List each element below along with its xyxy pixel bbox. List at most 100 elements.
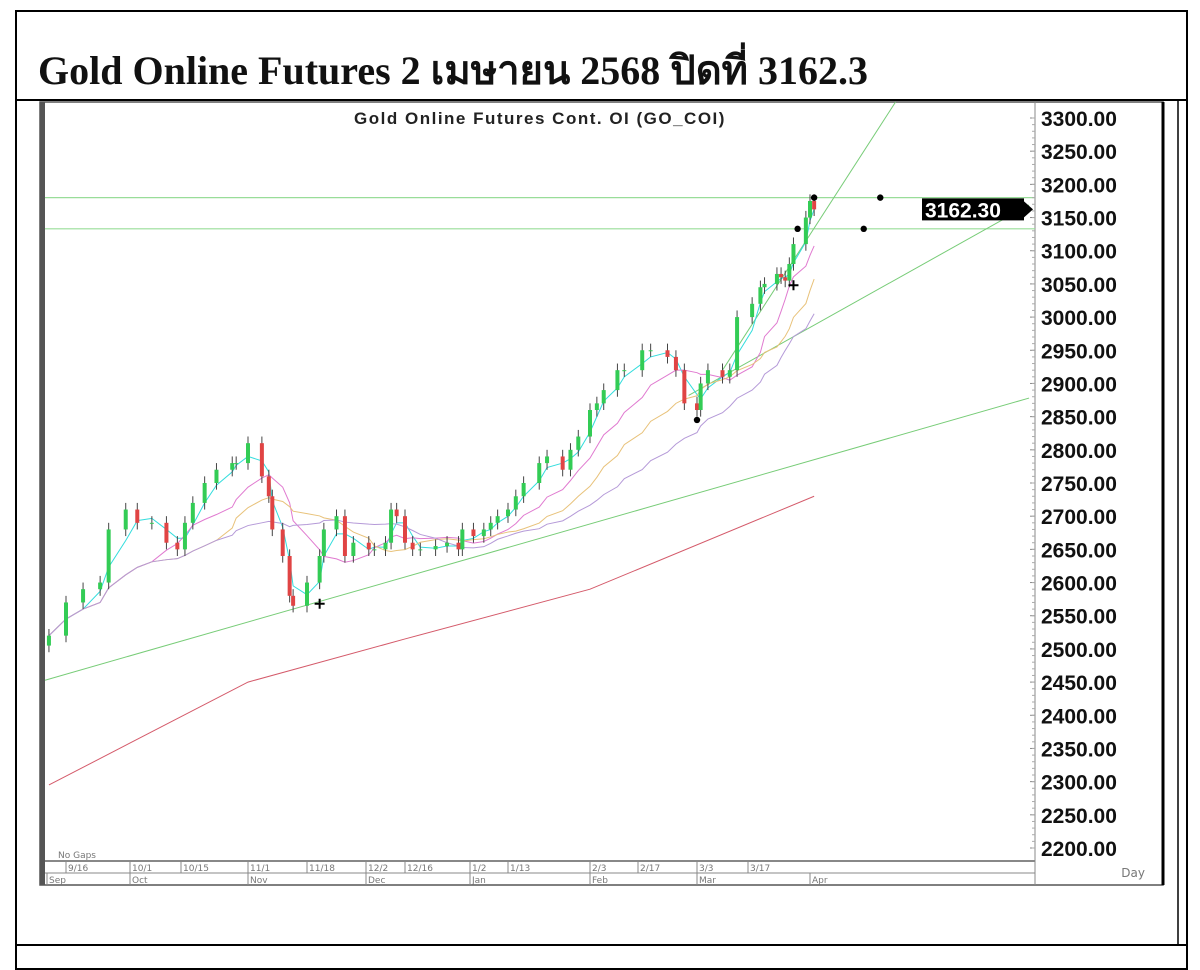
candle-body <box>460 529 465 550</box>
candle-body <box>682 370 687 404</box>
y-axis: 3300.00 3250.00 3200.00 3150.00 3100.00 3050.… <box>922 108 1117 861</box>
candle-body <box>342 516 347 556</box>
candle-body <box>270 496 275 530</box>
x-tick-label: 1/13 <box>510 864 530 874</box>
candle-body <box>81 589 86 603</box>
candle-body <box>727 370 732 377</box>
candle-body <box>403 516 407 543</box>
candle-body <box>291 595 296 606</box>
x-tick-label: 11/1 <box>250 864 270 874</box>
y-tick-label: 3000.00 <box>1041 307 1117 330</box>
candle-body <box>673 356 678 371</box>
candle-body <box>488 522 493 530</box>
y-tick-label: 2500.00 <box>1041 639 1117 662</box>
candle-body <box>334 516 339 530</box>
candle-body <box>471 529 476 537</box>
candle-body <box>456 542 461 550</box>
month-label: Sep <box>49 876 66 886</box>
candle-body <box>779 273 784 278</box>
candle-body <box>230 463 235 470</box>
candle-body <box>164 522 169 543</box>
candle-body <box>791 244 796 264</box>
candle-body <box>735 317 740 371</box>
y-tick-label: 3150.00 <box>1041 208 1117 231</box>
y-tick-label: 2750.00 <box>1041 473 1117 496</box>
candle-body <box>665 350 670 357</box>
candle-body <box>202 483 207 503</box>
x-tick-label: 2/3 <box>592 864 606 874</box>
candle-body <box>175 542 180 550</box>
marker-dot <box>877 194 884 201</box>
trendline <box>722 101 896 371</box>
y-tick-label: 2350.00 <box>1041 738 1117 761</box>
candle-body <box>774 273 779 284</box>
candle-body <box>259 443 264 477</box>
y-tick-label: 2450.00 <box>1041 672 1117 695</box>
x-tick-label: 3/3 <box>699 864 713 874</box>
y-tick-label: 2800.00 <box>1041 440 1117 463</box>
candle-body <box>372 549 377 551</box>
candle-body <box>190 502 195 523</box>
month-label: Dec <box>368 876 385 886</box>
gaps-note: No Gaps <box>58 851 96 861</box>
y-tick-label: 3100.00 <box>1041 241 1117 264</box>
candle-body <box>317 556 322 583</box>
y-tick-label: 2250.00 <box>1041 805 1117 828</box>
candle-body <box>389 509 394 543</box>
candle-body <box>64 602 68 636</box>
y-tick-label: 2550.00 <box>1041 606 1117 629</box>
x-tick-label: 11/18 <box>309 864 335 874</box>
candle-body <box>280 529 285 556</box>
candle-body <box>648 350 653 352</box>
y-tick-label: 2400.00 <box>1041 705 1117 728</box>
candle-body <box>46 635 51 646</box>
page-title: Gold Online Futures 2 เมษายน 2568 ปิดที่… <box>38 48 869 93</box>
plot-area <box>44 101 1035 786</box>
candle-body <box>758 287 763 304</box>
candle-body <box>214 469 219 483</box>
candle-body <box>495 516 500 523</box>
x-tick-label: 10/1 <box>132 864 152 874</box>
y-tick-label: 3300.00 <box>1041 108 1117 131</box>
candle-body <box>812 200 817 210</box>
y-tick-label: 2300.00 <box>1041 772 1117 795</box>
month-label: Feb <box>592 876 608 886</box>
candle-body <box>266 476 271 497</box>
candle-body <box>351 542 356 556</box>
last-price-pointer <box>1024 201 1033 218</box>
candle-body <box>106 529 111 583</box>
candle-body <box>622 370 627 372</box>
periodicity-label: Day <box>1121 866 1145 880</box>
candle-body <box>705 370 710 384</box>
x-tick-label: 9/16 <box>68 864 88 874</box>
candle-body <box>234 463 239 465</box>
candle-body <box>366 542 371 550</box>
y-tick-label: 3200.00 <box>1041 174 1117 197</box>
candle-body <box>750 303 755 318</box>
x-tick-label: 1/2 <box>472 864 486 874</box>
y-tick-label: 3050.00 <box>1041 274 1117 297</box>
candle-body <box>394 509 399 517</box>
candle-body <box>783 277 788 281</box>
candle-body <box>762 283 767 288</box>
candle-body <box>803 217 808 245</box>
long-moving-average-line <box>48 495 815 786</box>
month-label: Apr <box>812 876 828 886</box>
chart-image-frame <box>39 101 1164 886</box>
candle-body <box>246 443 250 464</box>
last-price-label: 3162.30 <box>925 199 1001 222</box>
x-tick-label: 12/2 <box>368 864 388 874</box>
marker-cross <box>314 598 325 609</box>
y-tick-label: 2650.00 <box>1041 539 1117 562</box>
y-tick-label: 2700.00 <box>1041 506 1117 529</box>
y-tick-label: 2850.00 <box>1041 407 1117 430</box>
candle-body <box>98 582 103 590</box>
month-label: Nov <box>250 876 268 886</box>
candle-body <box>560 456 565 470</box>
candle-body <box>576 436 581 450</box>
candle-body <box>588 410 592 437</box>
candle-body <box>640 350 645 371</box>
candle-body <box>506 509 510 517</box>
y-tick-label: 3250.00 <box>1041 141 1117 164</box>
